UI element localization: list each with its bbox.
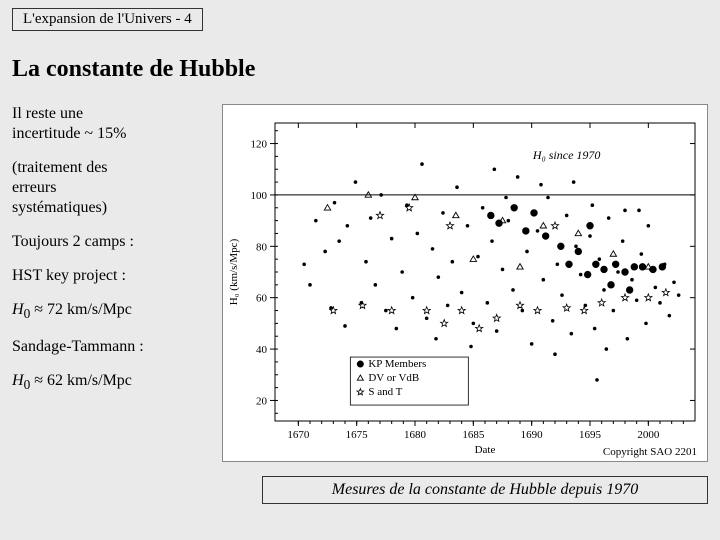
p4: HST key project : — [12, 266, 212, 286]
chart-caption: Mesures de la constante de Hubble depuis… — [262, 476, 708, 504]
svg-text:Date: Date — [475, 444, 496, 456]
svg-text:1690: 1690 — [521, 429, 544, 441]
page-title: La constante de Hubble — [12, 56, 255, 83]
p7: H0 ≈ 62 km/s/Mpc — [12, 371, 212, 394]
p1-line2: incertitude ~ 15% — [12, 125, 126, 142]
svg-text:DV or VdB: DV or VdB — [368, 372, 419, 384]
p6: Sandage-Tammann : — [12, 337, 212, 357]
svg-text:40: 40 — [256, 344, 268, 356]
hubble-chart: 1670 1675 1680 1685 1690 1695 2000 20 40 60 80 100 1… — [222, 104, 708, 462]
svg-text:1675: 1675 — [346, 429, 369, 441]
p1-line1: Il reste une — [12, 105, 83, 122]
svg-text:2000: 2000 — [637, 429, 660, 441]
svg-text:H₀ since 1970: H₀ since 1970 — [532, 148, 601, 162]
svg-text:1670: 1670 — [287, 429, 310, 441]
h0-symbol-2: H — [12, 372, 24, 389]
svg-text:1695: 1695 — [579, 429, 602, 441]
svg-text:60: 60 — [256, 293, 268, 305]
p3: Toujours 2 camps : — [12, 232, 212, 252]
p2-line3: systématiques) — [12, 199, 107, 216]
svg-text:20: 20 — [256, 395, 268, 407]
caption-text: Mesures de la constante de Hubble depuis… — [332, 481, 638, 498]
svg-text:S and T: S and T — [368, 386, 402, 398]
h0-val-1: ≈ 72 km/s/Mpc — [30, 301, 132, 318]
p5: H0 ≈ 72 km/s/Mpc — [12, 300, 212, 323]
h0-symbol-1: H — [12, 301, 24, 318]
header-text: L'expansion de l'Univers - 4 — [23, 11, 192, 27]
svg-text:KP Members: KP Members — [368, 358, 426, 370]
svg-text:120: 120 — [251, 139, 268, 151]
p2-line1: (traitement des — [12, 159, 108, 176]
svg-text:1680: 1680 — [404, 429, 427, 441]
svg-text:100: 100 — [251, 190, 268, 202]
svg-text:Copyright SAO 2201: Copyright SAO 2201 — [603, 446, 697, 458]
svg-text:80: 80 — [256, 241, 268, 253]
svg-text:1685: 1685 — [462, 429, 485, 441]
header-box: L'expansion de l'Univers - 4 — [12, 8, 203, 31]
h0-val-2: ≈ 62 km/s/Mpc — [30, 372, 132, 389]
p2-line2: erreurs — [12, 179, 56, 196]
left-column: Il reste une incertitude ~ 15% (traiteme… — [12, 104, 212, 408]
svg-text:H₀ (km/s/Mpc): H₀ (km/s/Mpc) — [228, 238, 240, 305]
chart-svg: 1670 1675 1680 1685 1690 1695 2000 20 40 60 80 100 1… — [223, 105, 708, 462]
